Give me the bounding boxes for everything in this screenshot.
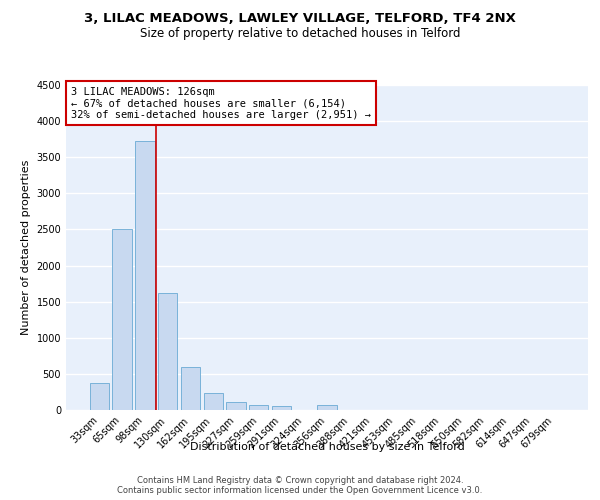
Bar <box>272 406 291 410</box>
Bar <box>249 406 268 410</box>
Text: Distribution of detached houses by size in Telford: Distribution of detached houses by size … <box>190 442 464 452</box>
Y-axis label: Number of detached properties: Number of detached properties <box>21 160 31 335</box>
Text: Size of property relative to detached houses in Telford: Size of property relative to detached ho… <box>140 28 460 40</box>
Bar <box>112 230 132 410</box>
Bar <box>135 141 155 410</box>
Bar <box>90 383 109 410</box>
Text: 3, LILAC MEADOWS, LAWLEY VILLAGE, TELFORD, TF4 2NX: 3, LILAC MEADOWS, LAWLEY VILLAGE, TELFOR… <box>84 12 516 26</box>
Bar <box>181 366 200 410</box>
Text: Contains HM Land Registry data © Crown copyright and database right 2024.
Contai: Contains HM Land Registry data © Crown c… <box>118 476 482 495</box>
Bar <box>203 392 223 410</box>
Bar <box>226 402 245 410</box>
Bar <box>158 292 178 410</box>
Bar <box>317 404 337 410</box>
Text: 3 LILAC MEADOWS: 126sqm
← 67% of detached houses are smaller (6,154)
32% of semi: 3 LILAC MEADOWS: 126sqm ← 67% of detache… <box>71 86 371 120</box>
